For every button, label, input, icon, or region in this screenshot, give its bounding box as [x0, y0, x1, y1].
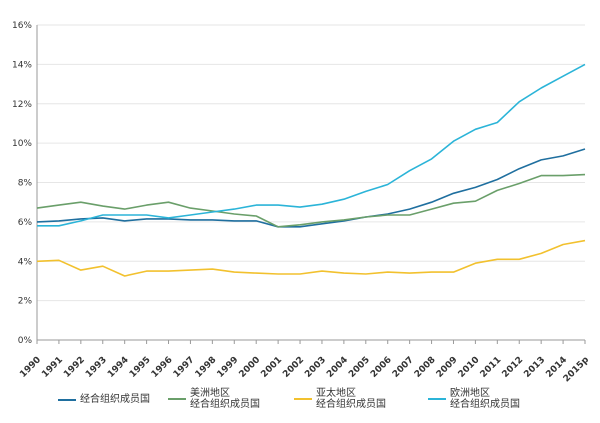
- legend-label-americas: 美洲地区 经合组织成员国: [190, 388, 260, 410]
- series-line-3: [37, 63, 586, 227]
- y-tick-label: 4%: [18, 257, 33, 267]
- x-tick-label: 1992: [62, 355, 87, 380]
- x-tick-label: 2006: [369, 355, 394, 380]
- legend-swatch-americas: [168, 398, 186, 400]
- x-tick-label: 2013: [522, 355, 547, 380]
- y-tick-label: 6%: [18, 218, 33, 228]
- x-tick-label: 2011: [479, 355, 504, 380]
- x-tick-label: 1994: [106, 355, 131, 380]
- legend-item-americas: 美洲地区 经合组织成员国: [168, 388, 260, 410]
- y-tick-label: 16%: [12, 21, 32, 31]
- x-tick-label: 2004: [325, 355, 350, 380]
- legend-item-oecd: 经合组织成员国: [58, 394, 150, 405]
- y-axis-ticks: 0% 2% 4% 6% 8% 10% 12% 14% 16%: [12, 21, 32, 346]
- series-line-0: [36, 148, 586, 228]
- x-tick-label: 2000: [238, 355, 263, 380]
- x-tick-label: 2009: [435, 355, 460, 380]
- series-line-1: [36, 173, 586, 228]
- legend-item-asia-pacific: 亚太地区 经合组织成员国: [294, 388, 386, 410]
- x-tick-label: 1995: [128, 355, 153, 380]
- x-tick-label: 2015p: [562, 355, 592, 385]
- legend-swatch-asia-pacific: [294, 398, 312, 400]
- x-axis: 1990199119921993199419951996199719981999…: [18, 25, 592, 385]
- legend-label-asia-pacific: 亚太地区 经合组织成员国: [316, 388, 386, 410]
- gridlines: [37, 24, 585, 341]
- legend-label-europe: 欧洲地区 经合组织成员国: [450, 388, 520, 410]
- y-tick-label: 14%: [12, 60, 32, 70]
- y-tick-label: 10%: [12, 139, 32, 149]
- legend-swatch-oecd: [58, 398, 76, 401]
- x-tick-label: 2005: [347, 355, 372, 380]
- series-lines: [36, 63, 586, 277]
- x-tick-label: 2002: [281, 355, 306, 380]
- legend-item-europe: 欧洲地区 经合组织成员国: [428, 388, 520, 410]
- y-tick-label: 8%: [18, 179, 33, 189]
- y-tick-label: 0%: [18, 336, 33, 346]
- y-tick-label: 12%: [12, 100, 32, 110]
- x-tick-label: 2001: [259, 355, 284, 380]
- x-tick-label: 1997: [172, 355, 197, 380]
- series-line-2: [36, 239, 586, 277]
- x-tick-label: 1991: [40, 355, 65, 380]
- x-tick-label: 2007: [391, 355, 416, 380]
- x-tick-label: 2003: [303, 355, 328, 380]
- x-tick-label: 2008: [413, 355, 438, 380]
- legend-swatch-europe: [428, 398, 446, 400]
- x-tick-label: 1993: [84, 355, 109, 380]
- x-tick-label: 2012: [501, 355, 526, 380]
- y-tick-label: 2%: [18, 297, 33, 307]
- x-tick-label: 1999: [216, 355, 241, 380]
- legend-label-oecd: 经合组织成员国: [80, 394, 150, 405]
- x-tick-label: 1990: [18, 355, 43, 380]
- legend: 经合组织成员国 美洲地区 经合组织成员国 亚太地区 经合组织成员国 欧洲地区 经…: [0, 382, 600, 423]
- x-tick-label: 1996: [150, 355, 175, 380]
- x-tick-label: 2010: [457, 355, 482, 380]
- x-tick-label: 1998: [194, 355, 219, 380]
